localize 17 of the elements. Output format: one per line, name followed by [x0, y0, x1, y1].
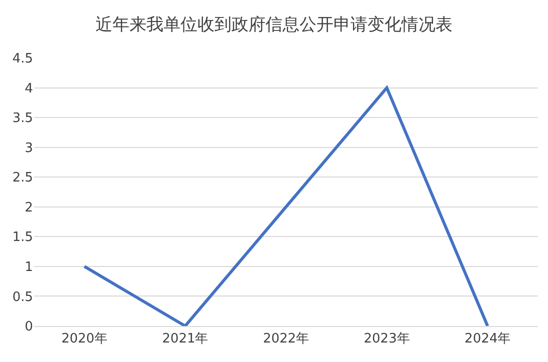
- y-tick-label: 2.5: [12, 170, 33, 186]
- y-tick-label: 3.5: [12, 111, 33, 126]
- y-tick-label: 4.5: [12, 52, 33, 67]
- line-series: [82, 86, 490, 326]
- y-tick-label: 4: [24, 81, 33, 96]
- y-tick-label: 0: [24, 320, 33, 335]
- y-tick-label: 2: [24, 200, 33, 216]
- chart-title: 近年来我单位收到政府信息公开申请变化情况表: [96, 15, 452, 35]
- x-tick-label: 2020年: [61, 332, 108, 347]
- y-tick-label: 1.5: [12, 230, 33, 246]
- x-tick-label: 2021年: [162, 332, 208, 347]
- x-tick-label: 2022年: [262, 332, 310, 347]
- x-tick-label: 2023年: [364, 332, 410, 347]
- x-tick-label: 2024年: [464, 332, 511, 347]
- y-tick-label: 1: [24, 260, 33, 275]
- y-tick-label: 0.5: [12, 290, 33, 305]
- y-tick-label: 3: [24, 140, 33, 156]
